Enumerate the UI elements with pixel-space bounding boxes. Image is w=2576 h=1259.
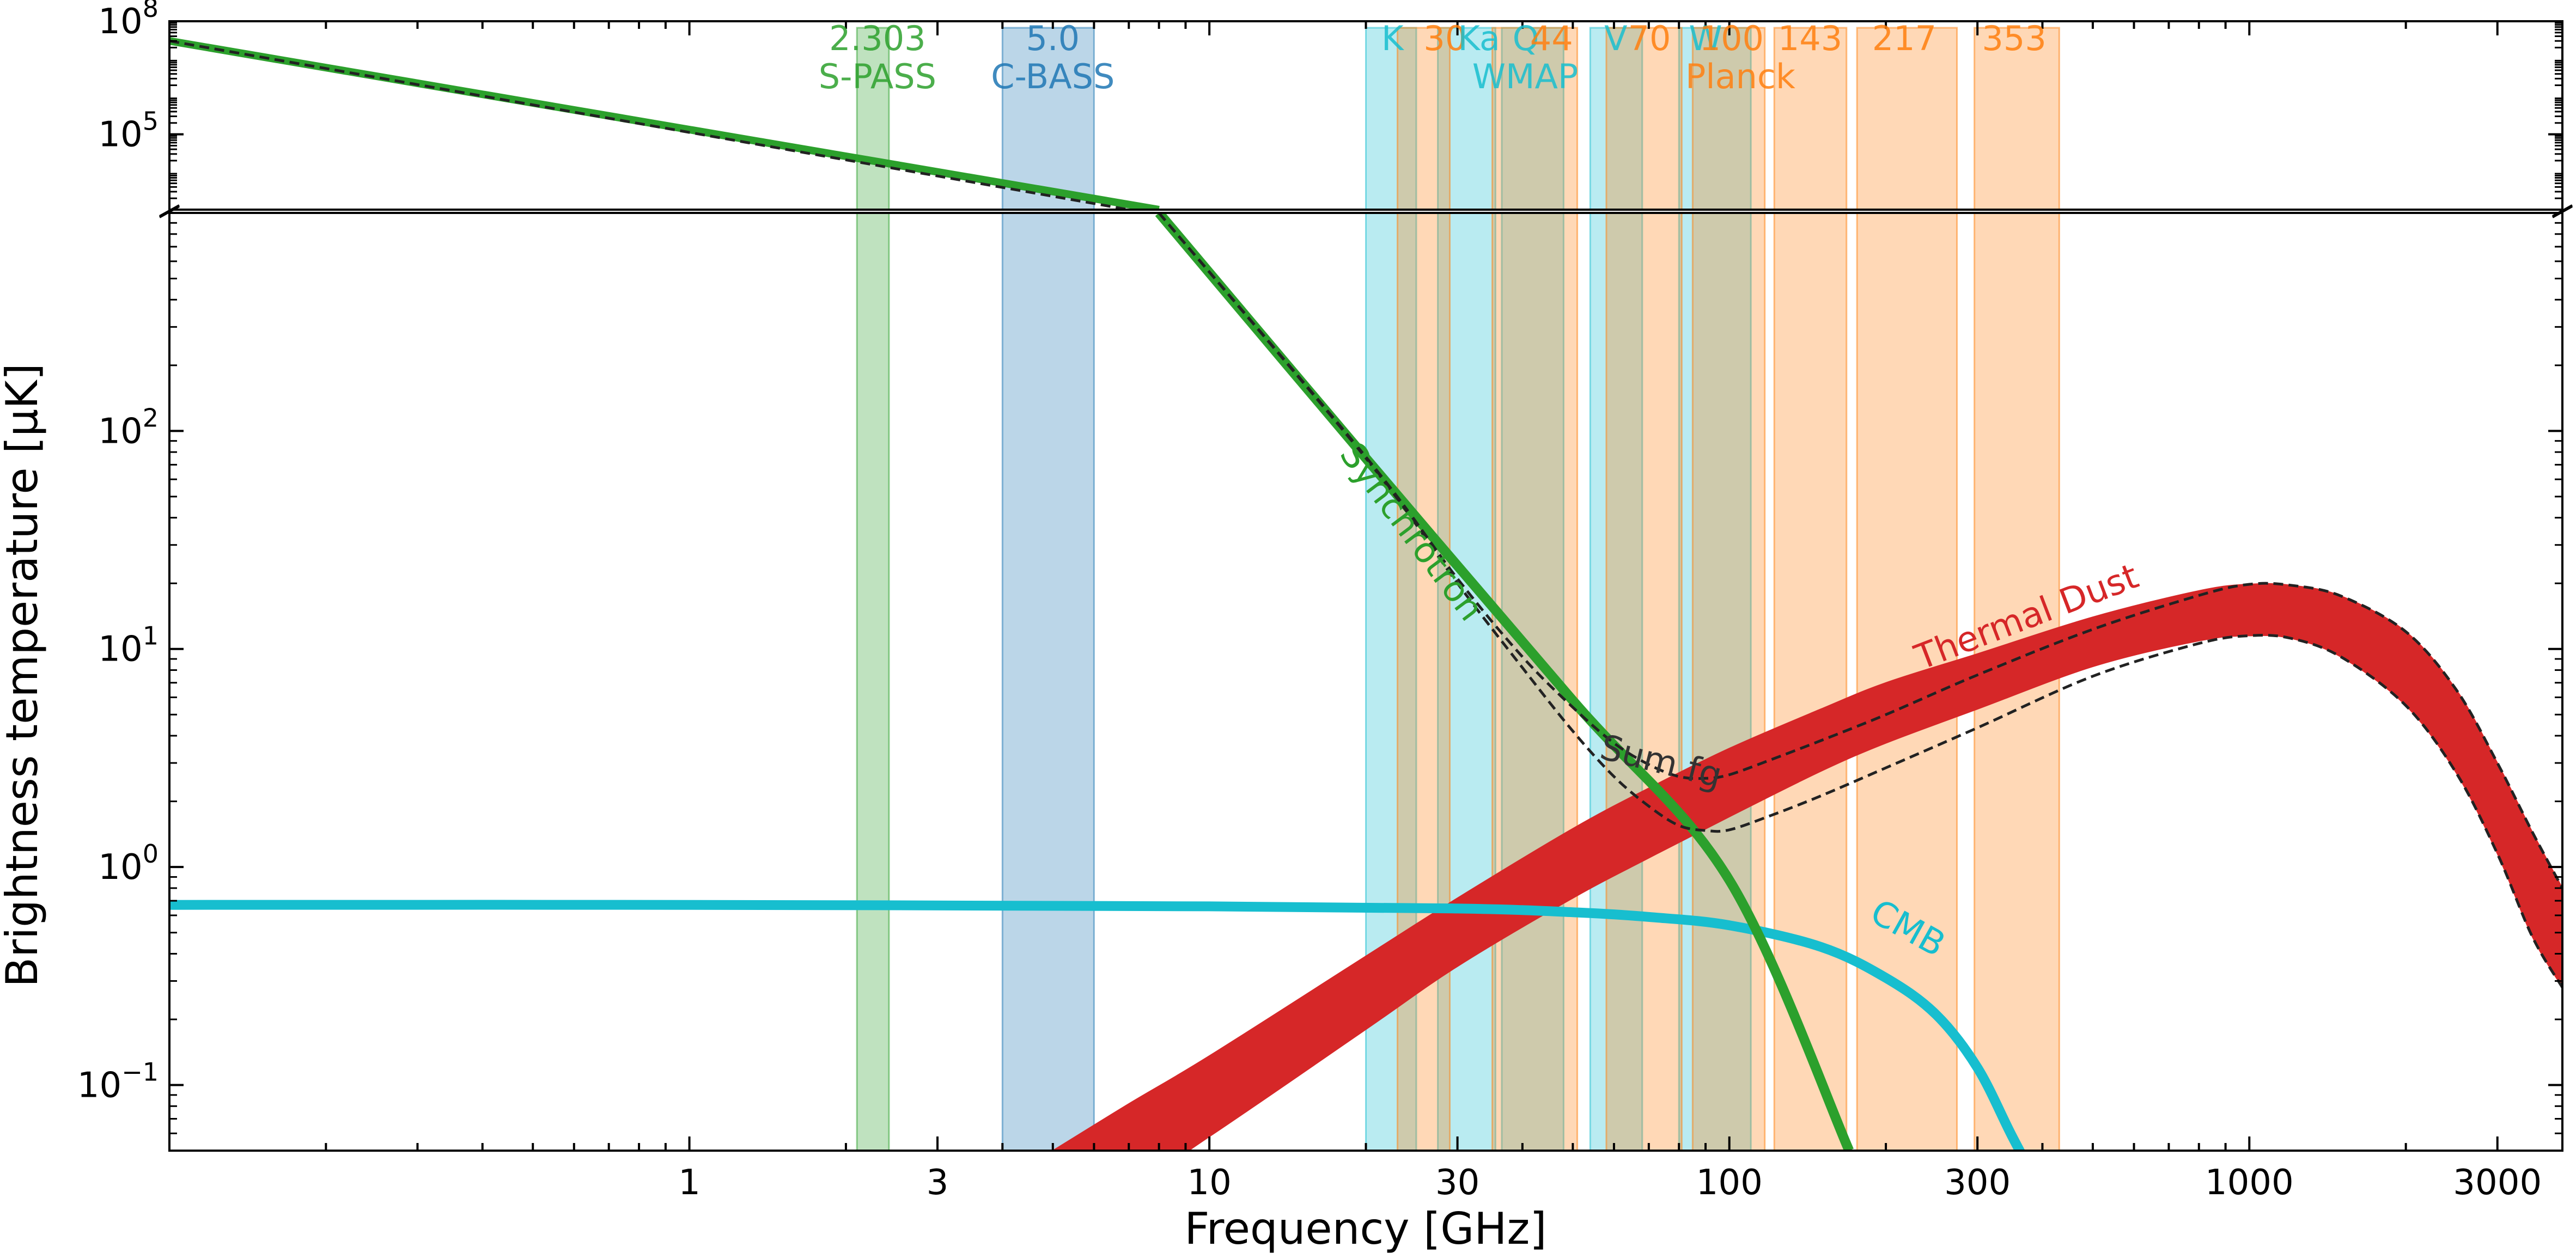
x-tick-label: 100	[1696, 1163, 1763, 1203]
band-top-wmap-2	[1365, 27, 1417, 210]
x-tick-label: 10	[1187, 1163, 1231, 1203]
band-label-k: K	[1381, 19, 1404, 58]
x-tick-label: 3000	[2453, 1163, 2542, 1203]
axes: 1 3 10 30 100 300 1000 3000 105 108 10−1 100 101 102	[77, 0, 2573, 1203]
band-top-planck-7	[1396, 27, 1451, 210]
band-top-planck-8	[1491, 27, 1579, 210]
band-top-planck-12	[1856, 27, 1958, 210]
band-bottom-planck-9	[1605, 213, 1683, 1151]
axis-break-mark	[2552, 204, 2573, 217]
series-sum-fg-upper	[1158, 213, 2562, 889]
band-label-143: 143	[1778, 19, 1842, 58]
x-tick-label: 30	[1435, 1163, 1479, 1203]
band-label-w: W	[1689, 19, 1722, 58]
band-label-v: V	[1604, 19, 1627, 58]
band-top-wmap-4	[1501, 27, 1564, 210]
band-top-planck-9	[1605, 27, 1683, 210]
band-top-planck-13	[1974, 27, 2060, 210]
band-label-5-0: 5.0	[1026, 19, 1080, 58]
band-bottom-planck-11	[1773, 213, 1848, 1151]
y-tick-label: 101	[98, 621, 159, 670]
x-axis-title: Frequency [GHz]	[1184, 1203, 1546, 1254]
band-label-44: 44	[1530, 19, 1573, 58]
top-panel-series	[169, 37, 1160, 210]
band-label-s-pass: S-PASS	[819, 57, 936, 96]
y-tick-label: 108	[98, 0, 159, 42]
y-tick-label: 105	[98, 107, 159, 155]
series-synchrotron-low	[1155, 213, 1854, 1151]
band-top-planck-11	[1773, 27, 1848, 210]
band-top-wmap-6	[1678, 27, 1752, 210]
series-synchrotron-high	[169, 37, 1160, 210]
band-top-c-bass-1	[1001, 27, 1095, 210]
y-tick-label: 10−1	[77, 1057, 159, 1105]
band-top-wmap-3	[1437, 27, 1496, 210]
band-top-s-pass-0	[856, 27, 890, 210]
y-tick-label: 102	[98, 403, 159, 451]
y-tick-label: 100	[98, 839, 159, 888]
band-label-30: 30	[1423, 19, 1466, 58]
band-label-c-bass: C-BASS	[991, 57, 1115, 96]
band-label-70: 70	[1628, 19, 1671, 58]
x-tick-label: 3	[927, 1163, 949, 1203]
band-bottom-c-bass-1	[1001, 213, 1095, 1151]
band-label-217: 217	[1872, 19, 1936, 58]
band-label-ka: Ka	[1458, 19, 1500, 58]
x-tick-label: 1	[678, 1163, 701, 1203]
axis-break-mark	[159, 204, 180, 217]
band-label-100: 100	[1700, 19, 1764, 58]
y-axis-title: Brightness temperature [μK]	[0, 363, 47, 987]
series-sum-fg-lower	[1158, 213, 2562, 988]
band-top-wmap-5	[1589, 27, 1643, 210]
band-label-q: Q	[1513, 19, 1539, 58]
band-label-wmap: WMAP	[1472, 57, 1579, 96]
bottom-panel-bands	[856, 213, 2060, 1151]
x-tick-label: 300	[1944, 1163, 2011, 1203]
band-bottom-planck-7	[1396, 213, 1451, 1151]
band-bottom-wmap-3	[1437, 213, 1496, 1151]
band-label-planck: Planck	[1685, 57, 1795, 96]
band-bottom-planck-10	[1691, 213, 1766, 1151]
series-cmb	[169, 900, 2025, 1151]
band-bottom-s-pass-0	[856, 213, 890, 1151]
band-bottom-wmap-6	[1678, 213, 1752, 1151]
band-top-planck-10	[1691, 27, 1766, 210]
band-label-353: 353	[1982, 19, 2046, 58]
bottom-panel-series	[169, 213, 2562, 1151]
series-sum-fg-high	[169, 39, 1129, 210]
x-tick-label: 1000	[2205, 1163, 2294, 1203]
panel-gap	[168, 211, 2563, 212]
band-label-2-303: 2.303	[829, 19, 926, 58]
top-panel-bands	[856, 27, 2060, 210]
band-bottom-wmap-5	[1589, 213, 1643, 1151]
